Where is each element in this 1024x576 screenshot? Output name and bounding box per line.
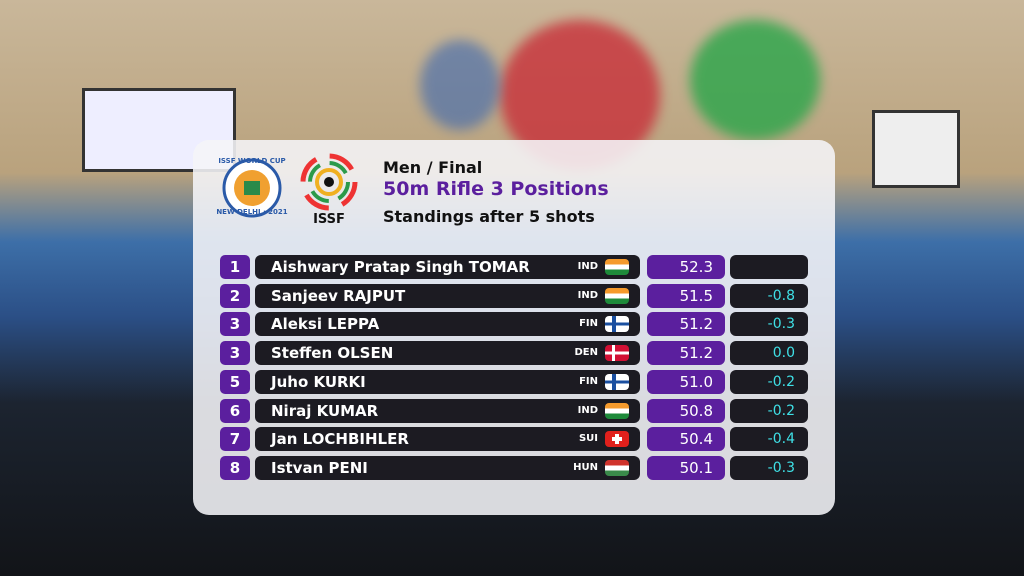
athlete-name: Aishwary Pratap Singh TOMAR	[255, 255, 640, 279]
cup-logo	[222, 158, 282, 218]
country-code: HUN	[573, 462, 598, 473]
athlete-name: Sanjeev RAJPUT	[255, 284, 640, 308]
score: 51.2	[647, 341, 725, 365]
country-code: IND	[577, 261, 598, 272]
screen	[872, 110, 960, 188]
flag	[605, 431, 629, 447]
flag	[605, 345, 629, 361]
flag	[605, 374, 629, 390]
score: 50.8	[647, 399, 725, 423]
athlete-name: Istvan PENI	[255, 456, 640, 480]
rank: 1	[220, 255, 250, 279]
decor	[690, 20, 820, 140]
rank: 6	[220, 399, 250, 423]
flag	[605, 460, 629, 476]
country-code: SUI	[578, 433, 598, 444]
flag	[605, 316, 629, 332]
rank: 7	[220, 427, 250, 451]
country-code: FIN	[579, 318, 598, 329]
athlete-name: Steffen OLSEN	[255, 341, 640, 365]
rank: 5	[220, 370, 250, 394]
subtitle: Standings after 5 shots	[383, 207, 595, 226]
difference: -0.3	[730, 456, 808, 480]
score: 51.2	[647, 312, 725, 336]
athlete-name: Jan LOCHBIHLER	[255, 427, 640, 451]
athlete-name: Niraj KUMAR	[255, 399, 640, 423]
score: 50.1	[647, 456, 725, 480]
country-code: IND	[577, 290, 598, 301]
event-title: 50m Rifle 3 Positions	[383, 178, 609, 200]
country-code: DEN	[574, 347, 598, 358]
score: 50.4	[647, 427, 725, 451]
flag	[605, 403, 629, 419]
score: 51.0	[647, 370, 725, 394]
athlete-name: Juho KURKI	[255, 370, 640, 394]
cup-logo-bottom: NEW DELHI · 2021	[216, 208, 288, 216]
difference: -0.4	[730, 427, 808, 451]
stage: Men / Final	[383, 158, 483, 177]
difference: -0.2	[730, 399, 808, 423]
rank: 3	[220, 312, 250, 336]
difference	[730, 255, 808, 279]
score: 51.5	[647, 284, 725, 308]
difference: -0.3	[730, 312, 808, 336]
score: 52.3	[647, 255, 725, 279]
decor	[420, 40, 500, 130]
difference: -0.8	[730, 284, 808, 308]
difference: 0.0	[730, 341, 808, 365]
issf-label: ISSF	[313, 212, 345, 227]
difference: -0.2	[730, 370, 808, 394]
country-code: FIN	[579, 376, 598, 387]
athlete-name: Aleksi LEPPA	[255, 312, 640, 336]
country-code: IND	[577, 405, 598, 416]
issf-target	[300, 153, 358, 211]
cup-logo-top: ISSF WORLD CUP	[218, 157, 286, 165]
flag	[605, 259, 629, 275]
rank: 8	[220, 456, 250, 480]
flag	[605, 288, 629, 304]
rank: 3	[220, 341, 250, 365]
rank: 2	[220, 284, 250, 308]
